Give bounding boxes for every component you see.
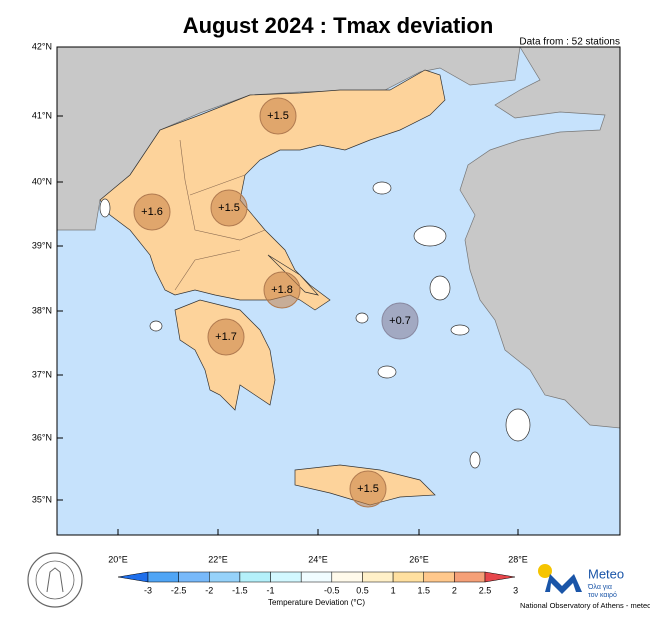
region-label: +1.5 — [218, 202, 240, 214]
colorbar-tick: -0.5 — [324, 585, 340, 595]
brand: Meteo — [588, 566, 624, 581]
tagline: Όλα για — [587, 584, 612, 591]
colorbar-tick: 0.5 — [356, 585, 369, 595]
lat-label: 38°N — [32, 305, 52, 315]
turkey — [459, 46, 621, 429]
evia — [267, 254, 320, 296]
lat-label: 36°N — [32, 432, 52, 442]
lat-label: 39°N — [32, 240, 52, 250]
colorbar-swatch — [300, 571, 333, 583]
colorbar-tick: 2.5 — [479, 585, 492, 595]
colorbar-tick: -2.5 — [171, 585, 187, 595]
balkans — [56, 46, 521, 231]
colorbar-tick: -3 — [144, 585, 152, 595]
subtitle: Data from : 52 stations — [519, 37, 620, 48]
region-marker — [133, 193, 171, 231]
region-label: +1.8 — [271, 284, 293, 296]
colorbar-swatch — [209, 571, 241, 583]
region-label: +0.7 — [389, 315, 411, 327]
lon-label: 20°E — [108, 554, 128, 564]
colorbar-swatch — [454, 571, 486, 583]
lat-label: 42°N — [32, 41, 52, 51]
borders — [174, 139, 266, 291]
region-label: +1.5 — [267, 110, 289, 122]
colorbar-label: Temperature Deviation (°C) — [268, 598, 365, 607]
colorbar-swatch — [239, 571, 271, 583]
region-marker — [210, 189, 248, 227]
lat-label: 35°N — [32, 494, 52, 504]
region-marker — [207, 318, 245, 356]
mainland — [99, 69, 446, 311]
colorbar-tick: 2 — [452, 585, 457, 595]
lon-label: 26°E — [409, 554, 429, 564]
lon-label: 28°E — [508, 554, 528, 564]
colorbar-swatch — [178, 571, 210, 583]
colorbar-swatch — [147, 571, 179, 583]
lat-label: 40°N — [32, 176, 52, 186]
region-label: +1.5 — [357, 483, 379, 495]
map-frame — [56, 46, 621, 536]
lon-label: 24°E — [308, 554, 328, 564]
colorbar-swatch — [331, 571, 363, 583]
region-label: +1.6 — [141, 206, 163, 218]
map — [56, 46, 621, 536]
colorbar-swatch — [423, 571, 455, 583]
lon-label: 22°E — [208, 554, 228, 564]
colorbar-tick: 1 — [391, 585, 396, 595]
logo-mark — [545, 574, 582, 594]
colorbar-tick: 3 — [513, 585, 518, 595]
region-marker — [349, 470, 387, 508]
overlay: 42°N 41°N 40°N 39°N 38°N 37°N 36°N 35°N 20°E 22°E… — [32, 41, 528, 607]
colorbar-tick: -2 — [205, 585, 213, 595]
tagline: τον καιρό — [588, 591, 617, 599]
sun — [538, 564, 552, 578]
title: August 2024 : Tmax deviation — [183, 13, 494, 38]
colorbar-swatch — [362, 571, 394, 583]
region-marker — [381, 302, 419, 340]
colorbar-swatch — [270, 571, 302, 583]
region-label: +1.7 — [215, 331, 237, 343]
meteo-logo: Meteo Όλα για τον καιρό National Observa… — [520, 564, 650, 610]
colorbar-tick: 1.5 — [417, 585, 430, 595]
lat-label: 41°N — [32, 110, 52, 120]
credit: National Observatory of Athens - meteo.g… — [520, 601, 650, 610]
colorbar-tick: -1 — [267, 585, 275, 595]
colorbar-swatch — [392, 571, 424, 583]
region-marker — [259, 97, 297, 135]
seal — [27, 552, 83, 608]
region-marker — [263, 271, 301, 309]
colorbar-tick: -1.5 — [232, 585, 248, 595]
colorbar-arrow — [117, 571, 149, 583]
lat-label: 37°N — [32, 369, 52, 379]
islands — [99, 181, 531, 469]
colorbar-arrow — [484, 571, 516, 583]
